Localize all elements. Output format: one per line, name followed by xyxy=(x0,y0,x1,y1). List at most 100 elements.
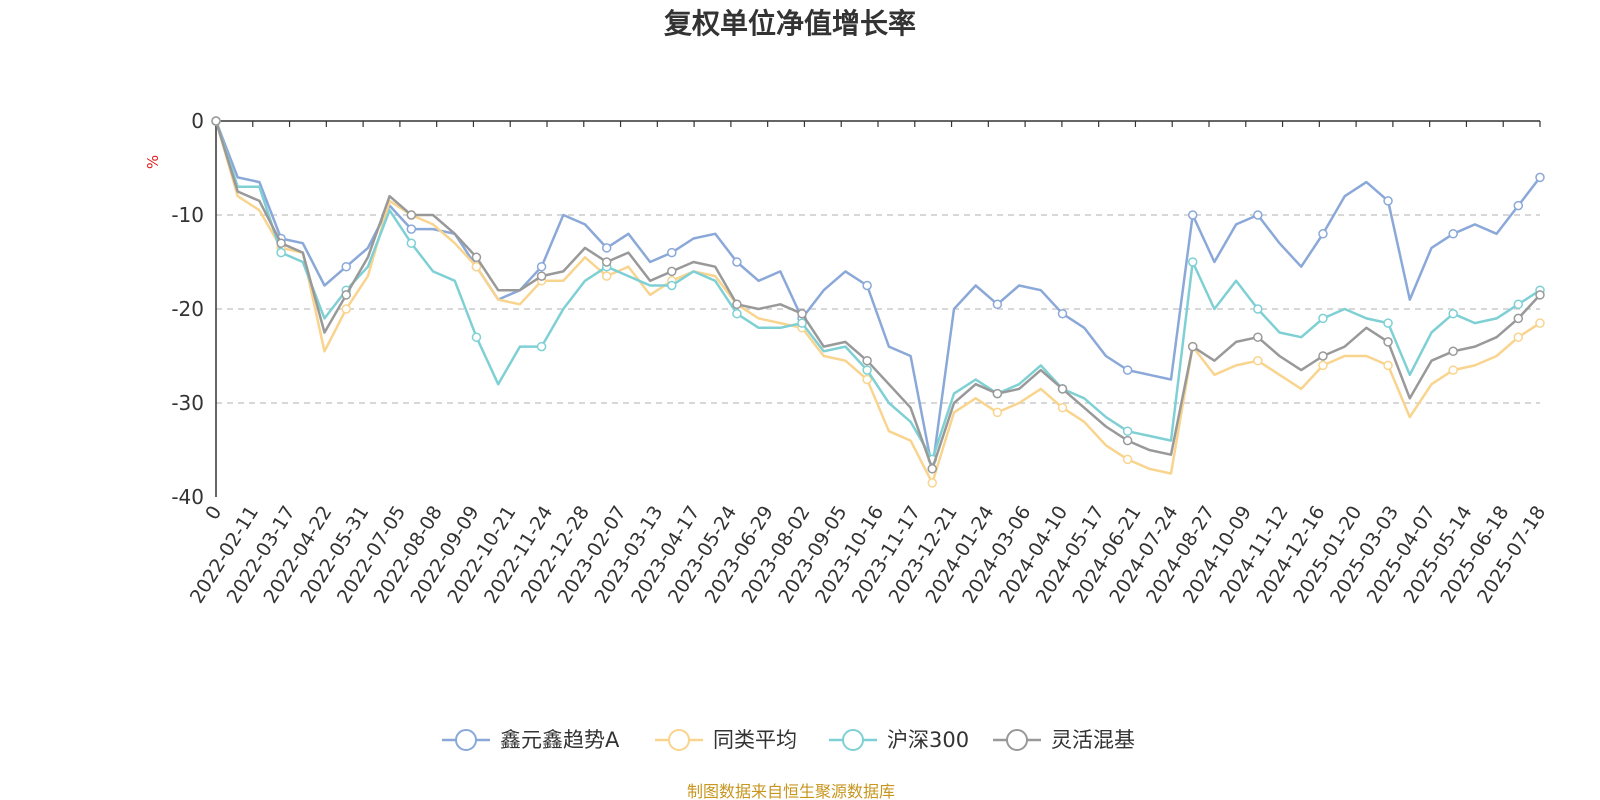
data-point-marker xyxy=(862,280,872,291)
data-point-marker xyxy=(1122,426,1133,436)
data-point-marker xyxy=(862,355,872,366)
data-point-marker xyxy=(536,261,547,272)
data-point-marker xyxy=(601,271,612,281)
data-point-marker xyxy=(1122,435,1133,446)
data-point-marker xyxy=(1122,454,1133,465)
series-line xyxy=(214,120,1541,471)
data-point-marker xyxy=(1383,318,1393,328)
data-point-marker xyxy=(211,116,221,126)
data-point-marker xyxy=(1513,200,1524,211)
data-point-marker xyxy=(797,308,807,319)
data-point-marker xyxy=(1513,313,1524,324)
data-point-marker xyxy=(276,238,286,248)
data-point-marker xyxy=(1187,210,1198,220)
data-point-marker xyxy=(1253,355,1263,366)
data-point-marker xyxy=(471,261,482,272)
data-point-marker xyxy=(471,252,482,263)
data-point-marker xyxy=(797,318,807,328)
data-point-marker xyxy=(992,407,1003,418)
data-point-marker xyxy=(1448,365,1458,375)
data-point-marker xyxy=(732,257,742,267)
data-point-marker xyxy=(601,257,612,267)
legend-circle-swatch xyxy=(668,729,690,751)
data-point-marker xyxy=(992,299,1003,310)
data-point-marker xyxy=(1383,196,1393,206)
axis-layer: 0-10-20-30-4002022-02-112022-03-172022-0… xyxy=(171,109,1550,607)
data-point-marker xyxy=(1318,313,1328,324)
data-point-marker xyxy=(1122,365,1133,375)
legend-circle-swatch xyxy=(455,729,477,751)
data-point-marker xyxy=(1383,337,1393,347)
series-group xyxy=(211,116,1545,474)
data-point-marker xyxy=(862,374,872,385)
data-point-marker xyxy=(1383,360,1393,371)
data-point-marker xyxy=(667,247,677,258)
data-point-marker xyxy=(1448,308,1458,319)
data-point-marker xyxy=(927,464,938,474)
chart-title: 复权单位净值增长率 xyxy=(664,7,916,40)
data-point-marker xyxy=(927,478,938,488)
series-layer xyxy=(211,116,1545,488)
legend-item[interactable]: 鑫元鑫趋势A xyxy=(442,728,620,752)
legend-item[interactable]: 沪深300 xyxy=(829,728,969,752)
legend-item[interactable]: 同类平均 xyxy=(655,728,797,752)
data-point-marker xyxy=(406,224,417,234)
data-point-marker xyxy=(536,341,547,352)
data-point-marker xyxy=(1057,402,1068,413)
data-point-marker xyxy=(276,247,286,258)
series-group xyxy=(211,116,1545,465)
series-group xyxy=(211,116,1545,474)
data-point-marker xyxy=(1318,229,1328,239)
y-axis-unit-label: % xyxy=(144,155,162,169)
legend[interactable]: 鑫元鑫趋势A 同类平均 沪深300 灵活混基 xyxy=(442,728,1135,752)
data-point-marker xyxy=(1535,318,1545,328)
data-point-marker xyxy=(406,210,417,220)
data-point-marker xyxy=(601,243,612,253)
data-point-marker xyxy=(341,261,351,272)
x-tick-label: 0 xyxy=(201,502,226,524)
legend-circle-swatch xyxy=(1006,729,1028,751)
data-point-marker xyxy=(732,299,742,310)
data-point-marker xyxy=(471,332,482,342)
data-point-marker xyxy=(1187,257,1198,267)
data-point-marker xyxy=(1318,351,1328,361)
data-point-marker xyxy=(1513,332,1524,342)
legend-label: 沪深300 xyxy=(887,728,969,752)
data-point-marker xyxy=(667,280,677,291)
series-line xyxy=(214,120,1541,461)
data-point-marker xyxy=(1318,360,1328,371)
data-point-marker xyxy=(992,388,1003,399)
data-point-marker xyxy=(341,304,351,314)
data-point-marker xyxy=(1057,384,1068,394)
data-point-marker xyxy=(667,266,677,277)
series-group xyxy=(211,116,1545,488)
data-point-marker xyxy=(406,238,417,248)
data-point-marker xyxy=(1448,346,1458,357)
source-note: 制图数据来自恒生聚源数据库 xyxy=(687,782,895,800)
data-point-marker xyxy=(1253,332,1263,342)
data-point-marker xyxy=(1513,299,1524,310)
y-tick-label: 0 xyxy=(191,109,204,133)
data-point-marker xyxy=(862,365,872,375)
data-point-marker xyxy=(341,290,351,300)
legend-label: 鑫元鑫趋势A xyxy=(500,728,620,752)
y-tick-label: -20 xyxy=(171,297,204,321)
data-point-marker xyxy=(732,308,742,319)
data-point-marker xyxy=(1057,308,1068,319)
data-point-marker xyxy=(1535,172,1545,183)
y-tick-label: -30 xyxy=(171,391,204,415)
data-point-marker xyxy=(536,271,547,281)
data-point-marker xyxy=(1187,341,1198,352)
data-point-marker xyxy=(1253,304,1263,314)
y-tick-label: -10 xyxy=(171,203,204,227)
data-point-marker xyxy=(1535,290,1545,300)
legend-label: 同类平均 xyxy=(713,728,797,752)
series-line xyxy=(214,120,1541,485)
legend-circle-swatch xyxy=(842,729,864,751)
y-tick-label: -40 xyxy=(171,485,204,509)
legend-label: 灵活混基 xyxy=(1051,728,1135,752)
data-point-marker xyxy=(1448,229,1458,239)
legend-item[interactable]: 灵活混基 xyxy=(993,728,1135,752)
data-point-marker xyxy=(1253,210,1263,220)
